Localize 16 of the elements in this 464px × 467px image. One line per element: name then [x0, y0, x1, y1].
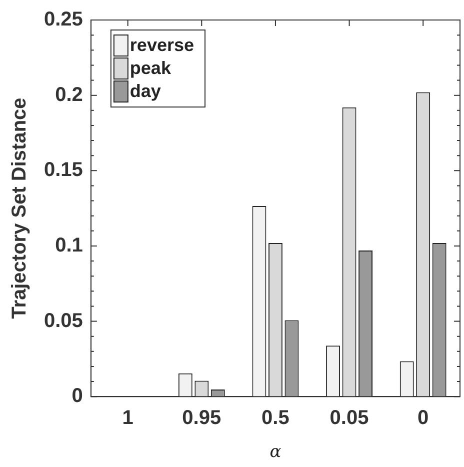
y-tick-label: 0.1 [55, 234, 83, 256]
legend-label: day [130, 80, 161, 101]
y-tick-label: 0.15 [44, 159, 83, 182]
legend-label: reverse [130, 34, 194, 55]
y-tick-label: 0 [72, 385, 83, 408]
legend-label: peak [130, 58, 172, 78]
x-tick-label: 1 [122, 407, 134, 430]
x-tick-label: 0.95 [182, 407, 222, 430]
x-tick-label: 0.05 [330, 407, 369, 430]
x-axis-title: α [270, 442, 282, 462]
x-tick-label: 0.5 [262, 407, 290, 430]
y-tick-label: 0.25 [44, 8, 83, 31]
y-axis-title: Trajectory Set Distance [8, 98, 31, 319]
y-tick-label: 0.05 [44, 310, 83, 332]
x-tick-label: 0 [418, 407, 429, 430]
y-tick-label: 0.2 [55, 84, 83, 106]
